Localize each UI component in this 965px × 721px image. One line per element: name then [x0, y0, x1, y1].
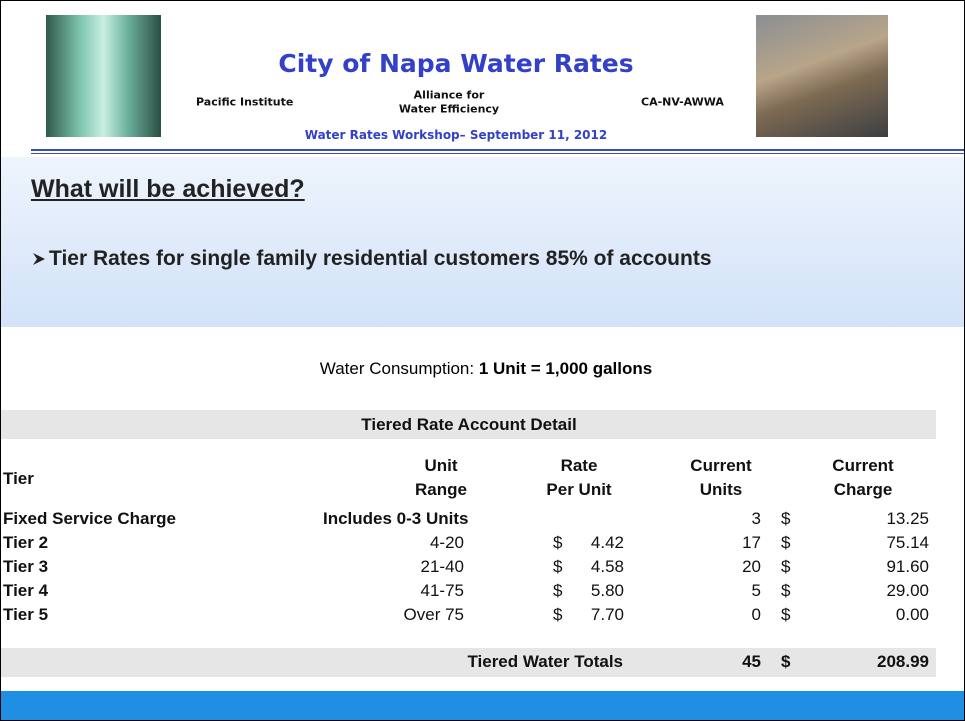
organization: Water Efficiency: [399, 103, 499, 116]
table-title: Tiered Rate Account Detail: [361, 415, 576, 435]
table-cell: Tier 2: [3, 533, 48, 553]
bullet: Tier Rates for single family residential…: [49, 247, 712, 271]
column-header: Charge: [834, 480, 893, 500]
table-cell: 3: [752, 509, 761, 529]
table-cell: Over 75: [404, 605, 464, 625]
consumption-note: Water Consumption: 1 Unit = 1,000 gallon…: [320, 359, 652, 379]
table-cell: 21-40: [421, 557, 464, 577]
table-cell: $: [553, 557, 562, 577]
table-cell: 75.14: [886, 533, 929, 553]
table-cell: 4.42: [591, 533, 624, 553]
table-cell: 0.00: [896, 605, 929, 625]
bullet-arrow: [31, 251, 47, 267]
column-header: Current: [690, 456, 751, 476]
table-cell: 5: [752, 581, 761, 601]
header-rule: [31, 149, 965, 151]
table-cell: $: [553, 533, 562, 553]
totals-cell: 208.99: [877, 652, 929, 672]
table-cell: Tier 3: [3, 557, 48, 577]
table-cell: Fixed Service Charge: [3, 509, 176, 529]
column-header: Tier: [3, 469, 34, 489]
totals-cell: $: [781, 652, 790, 672]
table-cell: $: [553, 605, 562, 625]
organization: Alliance for: [414, 89, 485, 102]
table-cell: 5.80: [591, 581, 624, 601]
table-cell: $: [553, 581, 562, 601]
column-header: Rate: [561, 456, 598, 476]
column-header: Range: [415, 480, 467, 500]
table-cell: $: [781, 605, 790, 625]
consumption-value: 1 Unit = 1,000 gallons: [479, 359, 652, 378]
table-cell: Tier 4: [3, 581, 48, 601]
organization: Pacific Institute: [196, 96, 293, 109]
slide: City of Napa Water Rates Water Rates Wor…: [0, 0, 965, 721]
table-cell: 13.25: [886, 509, 929, 529]
table-cell: Includes 0-3 Units: [323, 509, 468, 529]
header-rule: [31, 153, 965, 154]
column-header: Per Unit: [546, 480, 611, 500]
table-cell: $: [781, 533, 790, 553]
table-cell: 4.58: [591, 557, 624, 577]
table-cell: 41-75: [421, 581, 464, 601]
table-cell: 20: [742, 557, 761, 577]
subtitle: Water Rates Workshop– September 11, 2012: [305, 128, 607, 142]
table-cell: Tier 5: [3, 605, 48, 625]
title: City of Napa Water Rates: [278, 49, 633, 78]
header-image-left: [46, 15, 161, 137]
heading: What will be achieved?: [31, 175, 305, 204]
footer-band: [1, 691, 964, 721]
table-cell: 17: [742, 533, 761, 553]
totals-cell: Tiered Water Totals: [467, 652, 623, 672]
table-cell: 0: [752, 605, 761, 625]
table-cell: 7.70: [591, 605, 624, 625]
table-cell: 29.00: [886, 581, 929, 601]
column-header: Unit: [424, 456, 457, 476]
organization: CA-NV-AWWA: [641, 96, 724, 109]
consumption-label: Water Consumption:: [320, 359, 479, 378]
table-cell: $: [781, 557, 790, 577]
table-cell: $: [781, 509, 790, 529]
column-header: Units: [700, 480, 743, 500]
totals-cell: 45: [742, 652, 761, 672]
header-image-right: [756, 15, 888, 137]
column-header: Current: [832, 456, 893, 476]
table-cell: 4-20: [430, 533, 464, 553]
table-cell: 91.60: [886, 557, 929, 577]
table-cell: $: [781, 581, 790, 601]
